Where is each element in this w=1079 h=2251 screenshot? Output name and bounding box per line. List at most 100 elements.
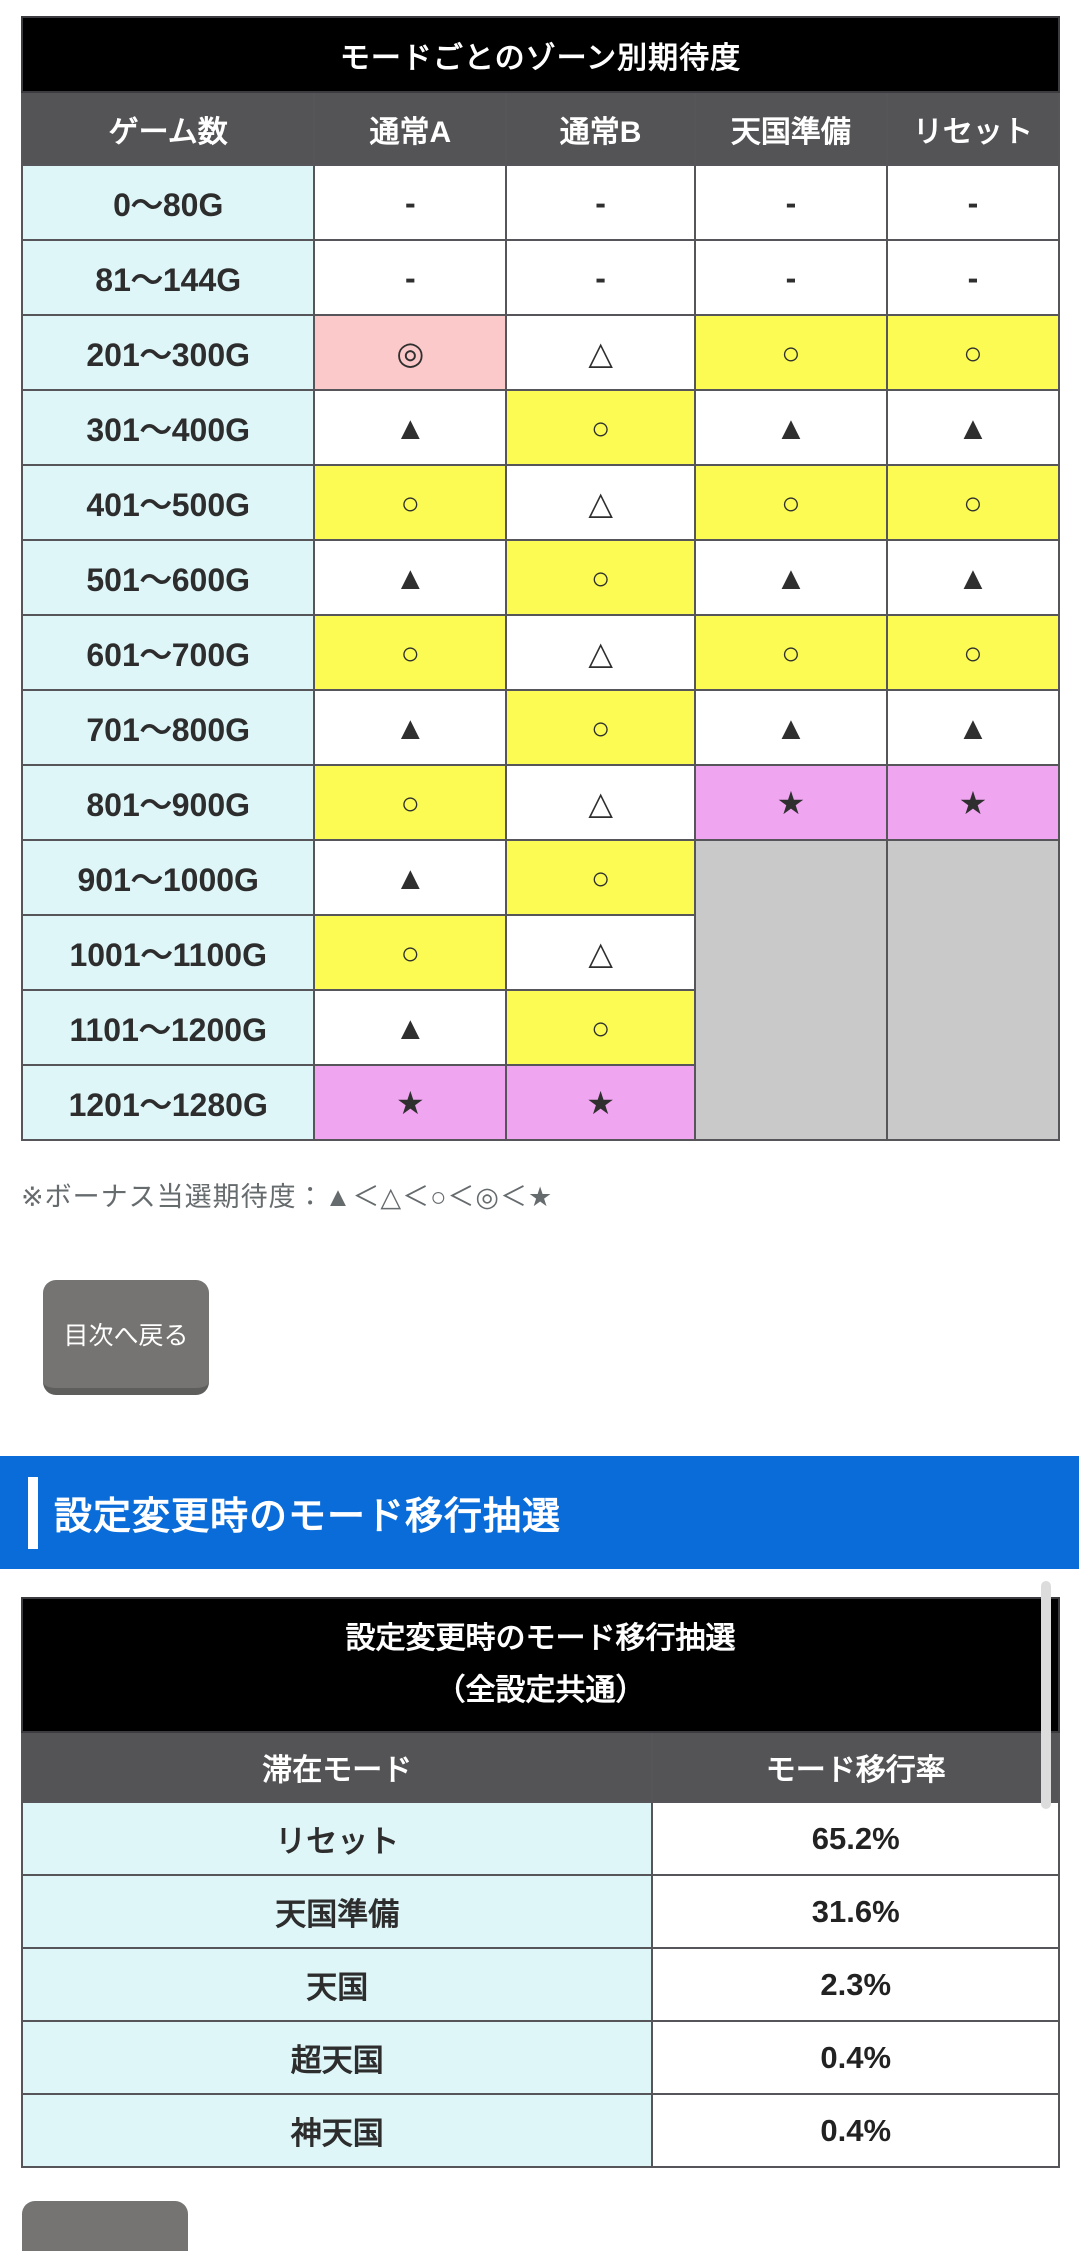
zone-cell: ▲: [885, 539, 1061, 616]
zone-cell: ★: [885, 764, 1061, 841]
zone-cell: ◎: [313, 314, 508, 391]
zone-cell: ○: [313, 464, 508, 541]
zone-cell: △: [505, 614, 696, 691]
game-range-label: 601〜700G: [20, 614, 316, 691]
vertical-scrollbar-thumb[interactable]: [1041, 1581, 1051, 1809]
zone-cell: ▲: [885, 689, 1061, 766]
zone-cell: ○: [313, 614, 508, 691]
zone-cell: ○: [313, 764, 508, 841]
zone-cell: ▲: [313, 839, 508, 916]
game-range-label: 701〜800G: [20, 689, 316, 766]
col-header-current-mode: 滞在モード: [20, 1731, 654, 1803]
col-header-games: ゲーム数: [20, 91, 316, 166]
mode-rate: 31.6%: [651, 1874, 1060, 1949]
zone-cell: -: [885, 239, 1061, 316]
zone-table-title: モードごとのゾーン別期待度: [21, 16, 1060, 93]
zone-table-row: 1101〜1200G ▲ ○: [20, 989, 1059, 1066]
zone-table-row: 1201〜1280G ★ ★: [20, 1064, 1059, 1141]
zone-cell-not-applicable: [693, 839, 888, 1141]
mode-name: 天国: [20, 1947, 654, 2022]
zone-cell: ★: [505, 1064, 696, 1141]
mode-name: 超天国: [20, 2020, 654, 2095]
mode-transition-table: 設定変更時のモード移行抽選 （全設定共通） 滞在モード モード移行率 リセット …: [20, 1597, 1060, 2168]
zone-table-row: 0〜80G - - - -: [20, 164, 1061, 241]
mode-name: リセット: [20, 1801, 654, 1876]
game-range-label: 401〜500G: [20, 464, 316, 541]
game-range-label: 801〜900G: [20, 764, 316, 841]
mode-table-row: リセット 65.2%: [20, 1801, 1060, 1876]
zone-cell: ○: [885, 614, 1061, 691]
zone-table-row: 601〜700G ○ △ ○ ○: [20, 614, 1061, 691]
zone-table-row: 301〜400G ▲ ○ ▲ ▲: [20, 389, 1061, 466]
zone-table-title-row: モードごとのゾーン別期待度: [21, 16, 1060, 93]
zone-cell: ▲: [693, 689, 888, 766]
bonus-expectation-legend: ※ボーナス当選期待度：▲＜△＜○＜◎＜★: [21, 1182, 554, 1212]
zone-cell: ▲: [693, 389, 888, 466]
mode-rate: 0.4%: [651, 2020, 1060, 2095]
zone-table-row: 201〜300G ◎ △ ○ ○: [20, 314, 1061, 391]
mode-rate: 2.3%: [651, 1947, 1060, 2022]
zone-cell: ○: [505, 389, 696, 466]
back-to-toc-button-partial[interactable]: [22, 2201, 188, 2251]
game-range-label: 1201〜1280G: [20, 1064, 316, 1141]
zone-cell: ○: [693, 314, 888, 391]
col-header-reset: リセット: [885, 91, 1061, 166]
zone-cell: △: [505, 764, 696, 841]
zone-cell: -: [505, 164, 696, 241]
game-range-label: 1101〜1200G: [20, 989, 316, 1066]
game-range-label: 301〜400G: [20, 389, 316, 466]
zone-cell: ▲: [313, 689, 508, 766]
zone-cell: ▲: [313, 539, 508, 616]
game-range-label: 81〜144G: [20, 239, 316, 316]
game-range-label: 0〜80G: [20, 164, 316, 241]
zone-cell: ○: [505, 839, 696, 916]
mode-table-title-row: 設定変更時のモード移行抽選 （全設定共通）: [21, 1597, 1060, 1733]
zone-cell: ○: [693, 464, 888, 541]
mode-table-row: 天国準備 31.6%: [20, 1874, 1060, 1949]
zone-cell: △: [505, 314, 696, 391]
zone-cell: -: [505, 239, 696, 316]
zone-cell: ▲: [693, 539, 888, 616]
zone-cell: -: [885, 164, 1061, 241]
zone-cell: ★: [693, 764, 888, 841]
zone-cell: ○: [505, 689, 696, 766]
zone-expectation-table: モードごとのゾーン別期待度 ゲーム数 通常A 通常B 天国準備 リセット 0〜8…: [20, 16, 1061, 1141]
mode-name: 天国準備: [20, 1874, 654, 1949]
game-range-label: 901〜1000G: [20, 839, 316, 916]
back-to-toc-button[interactable]: 目次へ戻る: [43, 1280, 209, 1395]
mode-table-title-line1: 設定変更時のモード移行抽選: [345, 1622, 736, 1655]
zone-table-row: 501〜600G ▲ ○ ▲ ▲: [20, 539, 1061, 616]
mode-name: 神天国: [20, 2093, 654, 2168]
mode-rate: 0.4%: [651, 2093, 1060, 2168]
zone-cell: -: [693, 239, 888, 316]
col-header-transition-rate: モード移行率: [651, 1731, 1060, 1803]
zone-cell: ○: [693, 614, 888, 691]
mode-table-row: 神天国 0.4%: [20, 2093, 1060, 2168]
game-range-label: 501〜600G: [20, 539, 316, 616]
zone-table-row: 1001〜1100G ○ △: [20, 914, 1059, 991]
zone-cell: -: [313, 164, 508, 241]
zone-table-row: 901〜1000G ▲ ○: [20, 839, 1061, 1141]
section-banner: 設定変更時のモード移行抽選: [0, 1456, 1079, 1569]
zone-cell: ★: [313, 1064, 508, 1141]
zone-cell: -: [693, 164, 888, 241]
section-banner-title: 設定変更時のモード移行抽選: [54, 1496, 562, 1538]
game-range-label: 201〜300G: [20, 314, 316, 391]
zone-table-row: 81〜144G - - - -: [20, 239, 1061, 316]
zone-cell: △: [505, 914, 696, 991]
zone-cell: ○: [885, 464, 1061, 541]
zone-table-row: 401〜500G ○ △ ○ ○: [20, 464, 1061, 541]
zone-cell: ▲: [885, 389, 1061, 466]
mode-rate: 65.2%: [651, 1801, 1060, 1876]
mode-table-header-row: 滞在モード モード移行率: [20, 1731, 1060, 1803]
banner-accent-bar: [28, 1476, 38, 1549]
col-header-heaven-prep: 天国準備: [693, 91, 888, 166]
zone-table-header-row: ゲーム数 通常A 通常B 天国準備 リセット: [20, 91, 1061, 166]
zone-cell: ○: [505, 539, 696, 616]
zone-cell: ○: [505, 989, 696, 1066]
zone-cell-not-applicable: [885, 839, 1061, 1141]
col-header-normal-a: 通常A: [313, 91, 508, 166]
zone-table-row: 701〜800G ▲ ○ ▲ ▲: [20, 689, 1061, 766]
mode-table-row: 超天国 0.4%: [20, 2020, 1060, 2095]
zone-cell: ▲: [313, 389, 508, 466]
